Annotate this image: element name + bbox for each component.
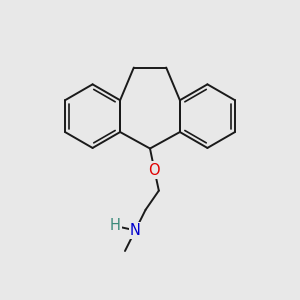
Text: O: O [148,163,160,178]
Text: H: H [110,218,121,233]
Text: N: N [130,223,141,238]
